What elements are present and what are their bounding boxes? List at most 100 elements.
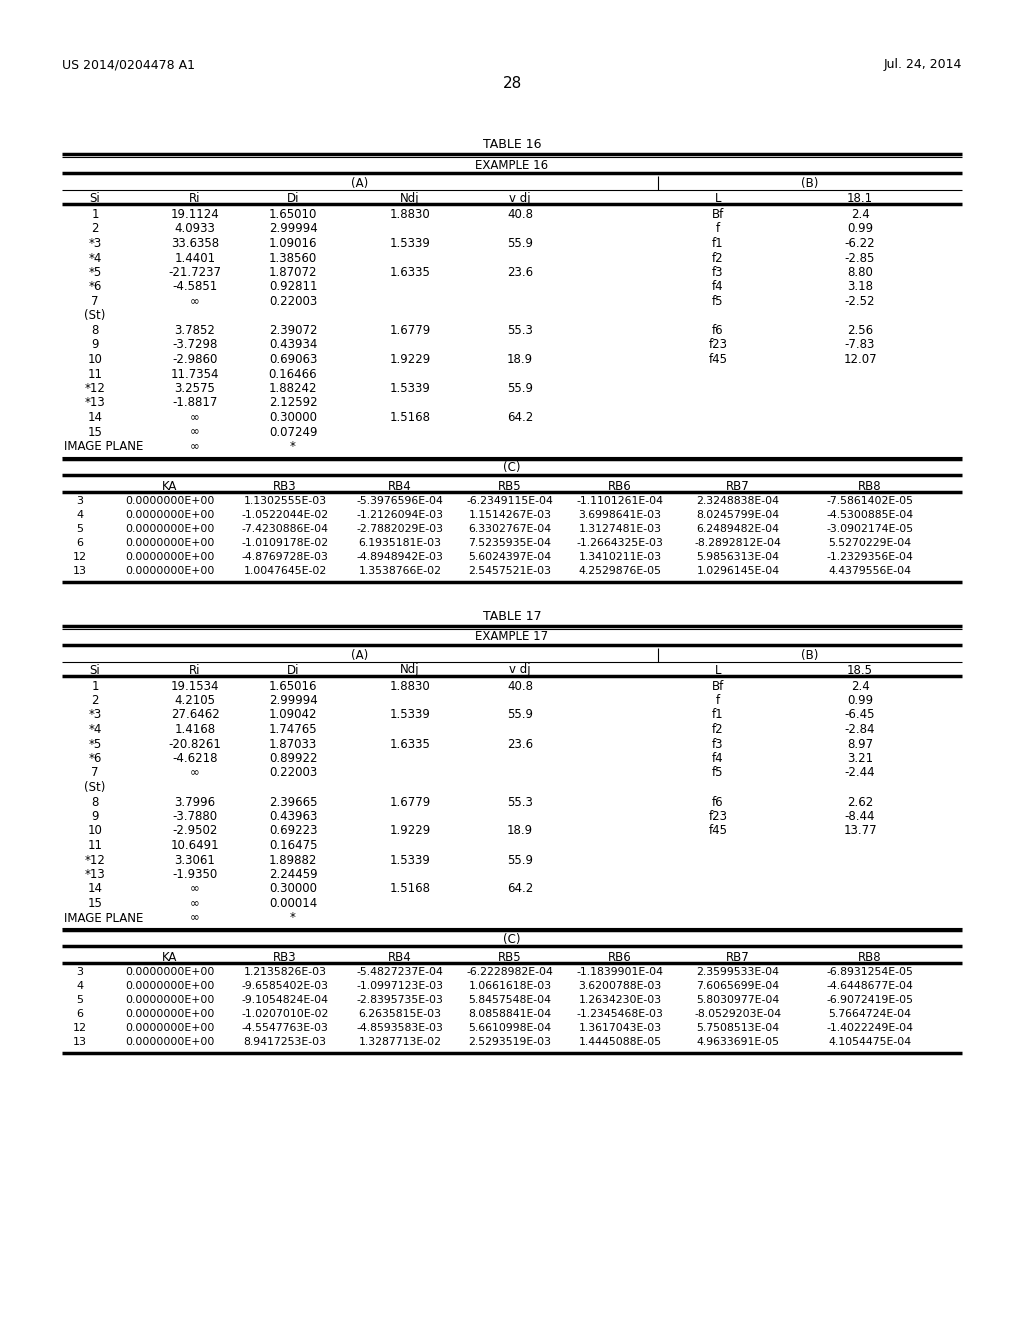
Text: -3.7298: -3.7298 (172, 338, 218, 351)
Text: -7.5861402E-05: -7.5861402E-05 (826, 495, 913, 506)
Text: -4.8769728E-03: -4.8769728E-03 (242, 552, 329, 561)
Text: 0.0000000E+00: 0.0000000E+00 (125, 552, 215, 561)
Text: -1.0207010E-02: -1.0207010E-02 (242, 1008, 329, 1019)
Text: 0.0000000E+00: 0.0000000E+00 (125, 1023, 215, 1034)
Text: f1: f1 (712, 709, 724, 722)
Text: 18.9: 18.9 (507, 825, 534, 837)
Text: 1.5168: 1.5168 (389, 883, 430, 895)
Text: 15: 15 (88, 898, 102, 909)
Text: 0.0000000E+00: 0.0000000E+00 (125, 1008, 215, 1019)
Text: 55.9: 55.9 (507, 238, 534, 249)
Text: 10.6491: 10.6491 (171, 840, 219, 851)
Text: Bf: Bf (712, 680, 724, 693)
Text: 0.0000000E+00: 0.0000000E+00 (125, 968, 215, 977)
Text: 6.2489482E-04: 6.2489482E-04 (696, 524, 779, 533)
Text: 14: 14 (87, 883, 102, 895)
Text: KA: KA (163, 479, 178, 492)
Text: 1.5339: 1.5339 (389, 854, 430, 866)
Text: -5.4827237E-04: -5.4827237E-04 (356, 968, 443, 977)
Text: 0.69063: 0.69063 (269, 352, 317, 366)
Text: 1.1302555E-03: 1.1302555E-03 (244, 495, 327, 506)
Text: 0.30000: 0.30000 (269, 883, 317, 895)
Text: -1.9350: -1.9350 (172, 869, 218, 880)
Text: 1.88242: 1.88242 (268, 381, 317, 395)
Text: 2: 2 (91, 694, 98, 708)
Text: f45: f45 (709, 825, 727, 837)
Text: 0.0000000E+00: 0.0000000E+00 (125, 565, 215, 576)
Text: Ndj: Ndj (400, 664, 420, 676)
Text: ∞: ∞ (190, 294, 200, 308)
Text: 6.1935181E-03: 6.1935181E-03 (358, 537, 441, 548)
Text: 0.0000000E+00: 0.0000000E+00 (125, 995, 215, 1005)
Text: 23.6: 23.6 (507, 267, 534, 279)
Text: 1.87072: 1.87072 (268, 267, 317, 279)
Text: -5.3976596E-04: -5.3976596E-04 (356, 495, 443, 506)
Text: 1.4401: 1.4401 (174, 252, 216, 264)
Text: 12: 12 (73, 552, 87, 561)
Text: -8.0529203E-04: -8.0529203E-04 (694, 1008, 781, 1019)
Text: -2.7882029E-03: -2.7882029E-03 (356, 524, 443, 533)
Text: 5.9856313E-04: 5.9856313E-04 (696, 552, 779, 561)
Text: 3.7852: 3.7852 (174, 323, 215, 337)
Text: 9: 9 (91, 810, 98, 822)
Text: 8.0245799E-04: 8.0245799E-04 (696, 510, 779, 520)
Text: Ndj: Ndj (400, 191, 420, 205)
Text: -4.5300885E-04: -4.5300885E-04 (826, 510, 913, 520)
Text: -4.5547763E-03: -4.5547763E-03 (242, 1023, 329, 1034)
Text: 1.09042: 1.09042 (268, 709, 317, 722)
Text: 1.4168: 1.4168 (174, 723, 216, 737)
Text: 8.0858841E-04: 8.0858841E-04 (468, 1008, 552, 1019)
Text: f: f (716, 223, 720, 235)
Text: 0.0000000E+00: 0.0000000E+00 (125, 981, 215, 991)
Text: RB3: RB3 (273, 479, 297, 492)
Text: 12.07: 12.07 (843, 352, 877, 366)
Text: Ri: Ri (189, 664, 201, 676)
Text: RB8: RB8 (858, 950, 882, 964)
Text: *5: *5 (88, 738, 101, 751)
Text: 1.6779: 1.6779 (389, 323, 431, 337)
Text: 1.8830: 1.8830 (389, 680, 430, 693)
Text: 1.74765: 1.74765 (268, 723, 317, 737)
Text: 6.2635815E-03: 6.2635815E-03 (358, 1008, 441, 1019)
Text: 5.7664724E-04: 5.7664724E-04 (828, 1008, 911, 1019)
Text: -8.2892812E-04: -8.2892812E-04 (694, 537, 781, 548)
Text: 0.43934: 0.43934 (269, 338, 317, 351)
Text: 0.16466: 0.16466 (268, 367, 317, 380)
Text: RB3: RB3 (273, 950, 297, 964)
Text: *12: *12 (85, 854, 105, 866)
Text: 5.8030977E-04: 5.8030977E-04 (696, 995, 779, 1005)
Text: ∞: ∞ (190, 425, 200, 438)
Text: f3: f3 (713, 738, 724, 751)
Text: 6: 6 (77, 537, 84, 548)
Text: -2.9860: -2.9860 (172, 352, 218, 366)
Text: 2.62: 2.62 (847, 796, 873, 808)
Text: 0.43963: 0.43963 (269, 810, 317, 822)
Text: RB7: RB7 (726, 950, 750, 964)
Text: 0.0000000E+00: 0.0000000E+00 (125, 495, 215, 506)
Text: RB5: RB5 (499, 950, 522, 964)
Text: 18.1: 18.1 (847, 191, 873, 205)
Text: 18.9: 18.9 (507, 352, 534, 366)
Text: -2.44: -2.44 (845, 767, 876, 780)
Text: -2.84: -2.84 (845, 723, 876, 737)
Text: 2.4: 2.4 (851, 680, 869, 693)
Text: -6.2228982E-04: -6.2228982E-04 (467, 968, 553, 977)
Text: -1.2126094E-03: -1.2126094E-03 (356, 510, 443, 520)
Text: -6.22: -6.22 (845, 238, 876, 249)
Text: 2.3599533E-04: 2.3599533E-04 (696, 968, 779, 977)
Text: (C): (C) (503, 462, 521, 474)
Text: -6.45: -6.45 (845, 709, 876, 722)
Text: ∞: ∞ (190, 898, 200, 909)
Text: f1: f1 (712, 238, 724, 249)
Text: 14: 14 (87, 411, 102, 424)
Text: 8.80: 8.80 (847, 267, 872, 279)
Text: 18.5: 18.5 (847, 664, 873, 676)
Text: RB8: RB8 (858, 479, 882, 492)
Text: 0.92811: 0.92811 (268, 281, 317, 293)
Text: 33.6358: 33.6358 (171, 238, 219, 249)
Text: RB6: RB6 (608, 950, 632, 964)
Text: 1.8830: 1.8830 (389, 209, 430, 220)
Text: 2.5293519E-03: 2.5293519E-03 (469, 1038, 552, 1047)
Text: -6.2349115E-04: -6.2349115E-04 (467, 495, 553, 506)
Text: 12: 12 (73, 1023, 87, 1034)
